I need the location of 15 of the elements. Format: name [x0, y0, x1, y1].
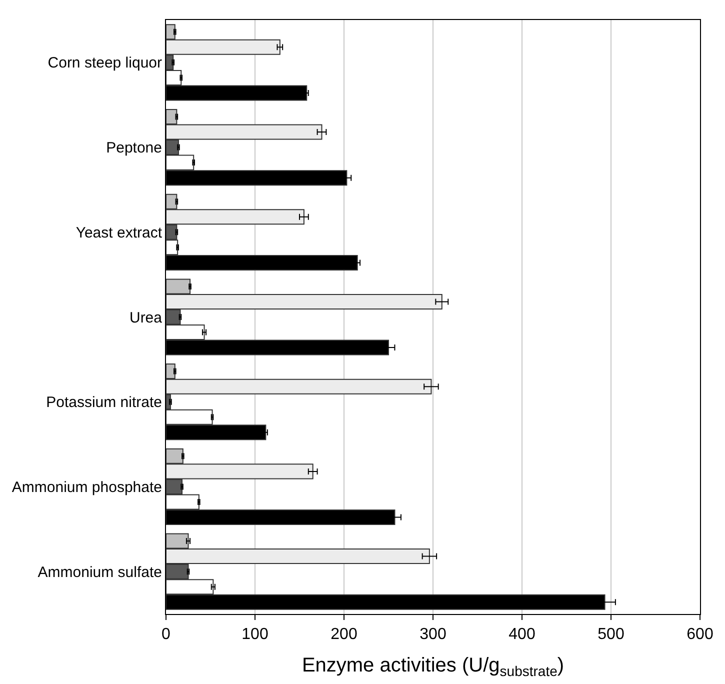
y-tick-label: Ammonium sulfate	[38, 564, 162, 581]
x-tick-label: 500	[598, 626, 624, 644]
y-tick-label: Urea	[129, 309, 163, 326]
x-tick-label: 300	[420, 626, 446, 644]
y-tick-label: Potassium nitrate	[46, 394, 162, 412]
y-tick-label: Ammonium phosphate	[12, 478, 162, 496]
x-tick-label: 100	[242, 626, 268, 644]
y-tick-label: Corn steep liquor	[48, 54, 162, 72]
y-tick-label: Peptone	[106, 140, 162, 157]
x-tick-label: 600	[686, 626, 714, 644]
x-tick-label: 0	[162, 626, 171, 644]
x-tick-label: 200	[330, 626, 358, 644]
x-axis-title: Enzyme activities (U/g$_{substrate}$)	[302, 654, 564, 679]
y-tick-label: Yeast extract	[76, 224, 163, 242]
x-tick-label: 400	[508, 626, 536, 644]
